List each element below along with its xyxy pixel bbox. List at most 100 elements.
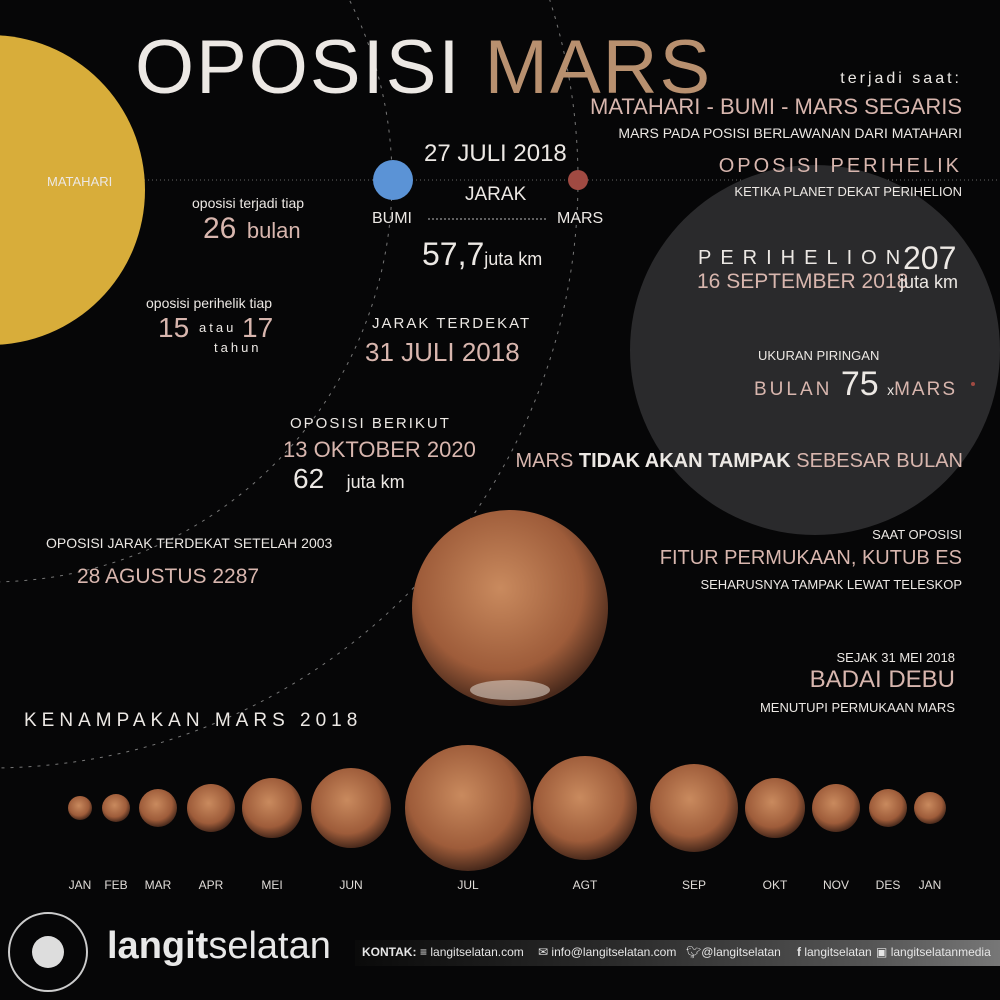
period-caption: oposisi terjadi tiap: [192, 195, 305, 211]
mars-disk-11: [869, 789, 907, 827]
storm-title: BADAI DEBU: [809, 666, 955, 693]
month-label: MEI: [261, 878, 283, 892]
perihelic-caption: oposisi perihelik tiap: [146, 295, 273, 311]
langitselatan-logo: [8, 912, 88, 992]
twitter-text: @langitselatan: [701, 945, 781, 959]
email-link[interactable]: ✉ info@langitselatan.com: [538, 945, 676, 959]
month-label: SEP: [681, 878, 707, 892]
month-label: NOV: [822, 878, 850, 892]
next-date: 13 OKTOBER 2020: [283, 437, 476, 462]
month-label: APR: [198, 878, 224, 892]
not-as-big-3: SEBESAR BULAN: [796, 450, 963, 472]
twitter-icon: 🐦︎: [686, 945, 702, 959]
perihelion-date: 16 SEPTEMBER 2018: [697, 270, 909, 293]
mail-icon: ✉: [538, 945, 549, 959]
next-number: 62: [293, 463, 325, 494]
perihelic-value1: 15: [158, 312, 190, 343]
brand-light: selatan: [208, 925, 331, 967]
mars-disk-4: [242, 778, 302, 838]
sun: [0, 35, 145, 345]
earth: [373, 160, 413, 200]
month-label: OKT: [762, 878, 788, 892]
next-unit: juta km: [346, 472, 405, 492]
storm-sub: MENUTUPI PERMUKAAN MARS: [759, 700, 955, 715]
facebook-icon: f: [797, 945, 801, 959]
mars-disk-5: [311, 768, 391, 848]
mars-photo: [412, 510, 608, 706]
title-oposisi: OPOSISI: [135, 25, 462, 110]
instagram-link[interactable]: ▣ langitselatanmedia: [876, 945, 991, 959]
rss-icon: ≡: [420, 945, 428, 959]
mars-disk-9: [745, 778, 805, 838]
facebook-text: langitselatan: [804, 945, 872, 959]
polar-cap: [470, 680, 550, 700]
brand-bold: langit: [107, 925, 209, 967]
opposition-date: 27 JULI 2018: [424, 140, 567, 167]
appearance-title: KENAMPAKAN MARS 2018: [24, 710, 363, 731]
disk-value: 75: [840, 365, 879, 403]
month-label: JUN: [339, 878, 363, 892]
twitter-link[interactable]: 🐦︎@langitselatan: [686, 945, 781, 959]
moon-disk: [630, 165, 1000, 535]
perihelic-unit: tahun: [214, 340, 262, 355]
website-link[interactable]: ≡ langitselatan.com: [420, 945, 524, 959]
alignment-sub: MARS PADA POSISI BERLAWANAN DARI MATAHAR…: [618, 125, 962, 141]
storm-caption: SEJAK 31 MEI 2018: [836, 650, 955, 665]
mars-disk-2: [139, 789, 177, 827]
disk-ratio: BULAN 75 xMARS: [754, 365, 957, 404]
closest-date: 31 JULI 2018: [365, 337, 520, 367]
mars-disk-1: [102, 794, 130, 822]
period-unit: bulan: [246, 218, 301, 243]
perihelic-title: OPOSISI PERIHELIK: [718, 155, 962, 177]
mars-appearance-row: [68, 745, 946, 871]
month-label: JAN: [68, 878, 92, 892]
mars-disk-7: [533, 756, 637, 860]
distance-unit: juta km: [484, 249, 543, 269]
closest-caption: JARAK TERDEKAT: [372, 315, 532, 332]
logo-emblem-icon: [32, 936, 64, 968]
record-date: 28 AGUSTUS 2287: [77, 565, 260, 588]
perihelion-value: 207: [903, 240, 957, 276]
disk-mars: MARS: [894, 379, 957, 400]
features-sub: SEHARUSNYA TAMPAK LEWAT TELESKOP: [700, 577, 962, 592]
mars-disk-3: [187, 784, 235, 832]
perihelion-unit: juta km: [900, 272, 959, 292]
mars-disk-6: [405, 745, 531, 871]
month-label: JUL: [457, 878, 479, 892]
contact-label: KONTAK:: [362, 945, 417, 959]
sun-label: MATAHARI: [47, 174, 113, 189]
mars-disk-8: [650, 764, 738, 852]
page-title: OPOSISI MARS: [135, 30, 712, 106]
period-number: 26: [203, 212, 237, 245]
mars-disk-12: [914, 792, 946, 824]
month-label: MAR: [144, 878, 172, 892]
record-caption: OPOSISI JARAK TERDEKAT SETELAH 2003: [46, 535, 333, 551]
not-as-big-1: MARS: [515, 450, 574, 472]
instagram-icon: ▣: [876, 945, 888, 959]
disk-caption: UKURAN PIRINGAN: [758, 348, 880, 363]
mars-disk-10: [812, 784, 860, 832]
distance-label: JARAK: [465, 184, 527, 205]
next-caption: OPOSISI BERIKUT: [290, 415, 451, 432]
month-label: JAN: [918, 878, 942, 892]
mars-dot: [568, 170, 588, 190]
month-label: DES: [875, 878, 901, 892]
instagram-text: langitselatanmedia: [890, 945, 991, 959]
mars-label: MARS: [557, 210, 604, 227]
distance-number: 57,7: [422, 236, 485, 272]
period-value: 26 bulan: [203, 212, 301, 246]
not-as-big-text: MARS TIDAK AKAN TAMPAK SEBESAR BULAN: [516, 450, 963, 473]
not-as-big-2: TIDAK AKAN TAMPAK: [578, 450, 791, 472]
month-label: AGT: [572, 878, 598, 892]
features-title: FITUR PERMUKAAN, KUTUB ES: [659, 547, 962, 569]
alignment-text: MATAHARI - BUMI - MARS SEGARIS: [590, 94, 962, 119]
perihelion-label: PERIHELION: [698, 247, 910, 269]
brand-wordmark: langitselatan: [107, 925, 331, 968]
mars-disk-0: [68, 796, 92, 820]
perihelic-sub: KETIKA PLANET DEKAT PERIHELION: [734, 184, 962, 199]
mars-size-dot: [971, 382, 975, 386]
distance-value: 57,7juta km: [422, 236, 542, 273]
contact-bar: [355, 940, 1000, 966]
facebook-link[interactable]: f langitselatan: [797, 945, 872, 959]
